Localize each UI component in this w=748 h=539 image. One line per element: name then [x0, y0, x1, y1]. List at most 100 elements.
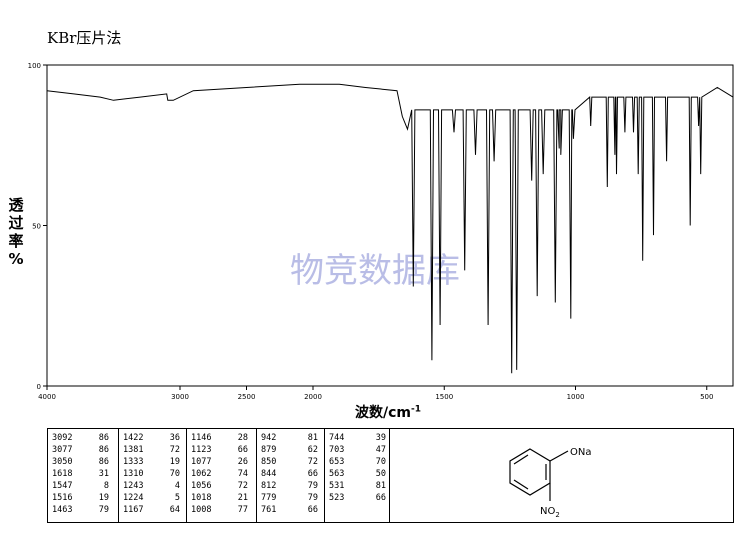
peak-table-row: 563 50 — [329, 468, 389, 480]
peak-table-row: 1018 21 — [191, 492, 256, 504]
peak-transmittance: 86 — [98, 433, 109, 443]
benzene-ring — [509, 448, 551, 496]
ring-bond-inner-3 — [513, 479, 529, 490]
ona-bond — [549, 450, 569, 462]
peak-table-row: 1310 70 — [123, 468, 186, 480]
x-tick-label: 1000 — [567, 393, 585, 401]
peak-transmittance: 47 — [375, 445, 386, 455]
peak-wavenumber: 653 — [329, 457, 345, 467]
peak-table-row: 744 39 — [329, 432, 389, 444]
peak-table-column: 3092 86 3077 86 3050 86 1618 31 1547 8 1516 19 1463 7… — [48, 429, 119, 522]
plot-frame — [46, 64, 734, 387]
ona-label: ONa — [570, 447, 591, 458]
x-tick-label: 4000 — [38, 393, 56, 401]
peak-wavenumber: 761 — [261, 505, 277, 515]
peak-wavenumber: 3050 — [52, 457, 73, 467]
peak-table-row: 779 79 — [261, 492, 324, 504]
peak-wavenumber: 744 — [329, 433, 345, 443]
x-tick-label: 500 — [700, 393, 713, 401]
peak-transmittance: 72 — [237, 481, 248, 491]
peak-transmittance: 72 — [169, 445, 180, 455]
peak-transmittance: 81 — [375, 481, 386, 491]
peak-transmittance: 79 — [307, 481, 318, 491]
peak-table-row: 1547 8 — [52, 480, 118, 492]
peak-wavenumber: 1381 — [123, 445, 144, 455]
peak-wavenumber: 3077 — [52, 445, 73, 455]
peak-table-row: 523 66 — [329, 492, 389, 504]
peak-transmittance: 86 — [98, 445, 109, 455]
peak-table-row: 1224 5 — [123, 492, 186, 504]
peak-wavenumber: 1422 — [123, 433, 144, 443]
peak-table-row: 1381 72 — [123, 444, 186, 456]
peak-wavenumber: 812 — [261, 481, 277, 491]
peak-wavenumber: 1463 — [52, 505, 73, 515]
peak-wavenumber: 879 — [261, 445, 277, 455]
x-tick-label: 2500 — [238, 393, 256, 401]
peak-table-column: 1422 36 1381 72 1333 19 1310 70 1243 4 1224 5 1167 64 — [119, 429, 187, 522]
x-axis-label: 波数/cm-1 — [355, 402, 421, 422]
peak-table-row: 531 81 — [329, 480, 389, 492]
peak-wavenumber: 1516 — [52, 493, 73, 503]
peak-wavenumber: 1056 — [191, 481, 212, 491]
peak-table-row: 703 47 — [329, 444, 389, 456]
peak-transmittance: 81 — [307, 433, 318, 443]
peak-table-row: 1123 66 — [191, 444, 256, 456]
peak-table-row: 1008 77 — [191, 504, 256, 516]
peak-wavenumber: 3092 — [52, 433, 73, 443]
peak-table-row: 879 62 — [261, 444, 324, 456]
peak-table-row: 812 79 — [261, 480, 324, 492]
watermark: 物竞数据库 — [290, 251, 460, 291]
peak-transmittance: 70 — [375, 457, 386, 467]
peak-table-row: 1167 64 — [123, 504, 186, 516]
peak-transmittance: 4 — [174, 481, 180, 491]
peak-wavenumber: 1333 — [123, 457, 144, 467]
peak-table-row: 850 72 — [261, 456, 324, 468]
peak-table-row: 1516 19 — [52, 492, 118, 504]
peak-table-row: 1243 4 — [123, 480, 186, 492]
peak-table-row: 1422 36 — [123, 432, 186, 444]
peak-wavenumber: 1062 — [191, 469, 212, 479]
peak-transmittance: 66 — [307, 505, 318, 515]
peak-wavenumber: 779 — [261, 493, 277, 503]
peak-wavenumber: 531 — [329, 481, 345, 491]
peak-transmittance: 70 — [169, 469, 180, 479]
structure-panel: ONa NO2 — [390, 428, 734, 523]
peak-wavenumber: 1018 — [191, 493, 212, 503]
peak-wavenumber: 1077 — [191, 457, 212, 467]
y-axis-label-text: 透过率 % — [8, 196, 24, 268]
peak-transmittance: 21 — [237, 493, 248, 503]
peak-transmittance: 39 — [375, 433, 386, 443]
peak-table-row: 761 66 — [261, 504, 324, 516]
peak-transmittance: 66 — [307, 469, 318, 479]
peak-transmittance: 72 — [307, 457, 318, 467]
x-axis-label-text: 波数/cm — [355, 405, 411, 421]
peak-table-row: 1333 19 — [123, 456, 186, 468]
peak-table-row: 3092 86 — [52, 432, 118, 444]
x-tick-label: 3000 — [171, 393, 189, 401]
peak-wavenumber: 1146 — [191, 433, 212, 443]
peak-table-row: 1077 26 — [191, 456, 256, 468]
peak-table-row: 653 70 — [329, 456, 389, 468]
peak-transmittance: 79 — [307, 493, 318, 503]
peak-transmittance: 31 — [98, 469, 109, 479]
nitro-label: NO2 — [540, 506, 560, 519]
peak-table-row: 3050 86 — [52, 456, 118, 468]
peak-transmittance: 26 — [237, 457, 248, 467]
peak-transmittance: 50 — [375, 469, 386, 479]
peak-table-row: 3077 86 — [52, 444, 118, 456]
peak-wavenumber: 850 — [261, 457, 277, 467]
x-tick-label: 1500 — [435, 393, 453, 401]
peak-table-row: 844 66 — [261, 468, 324, 480]
peak-table-column: 942 81 879 62 850 72 844 66 812 79 779 79 761 66 — [257, 429, 325, 522]
peak-transmittance: 77 — [237, 505, 248, 515]
peak-table-row: 1056 72 — [191, 480, 256, 492]
peak-table-row: 1463 79 — [52, 504, 118, 516]
nitro-label-main: NO — [540, 506, 555, 517]
peak-transmittance: 74 — [237, 469, 248, 479]
peak-transmittance: 66 — [237, 445, 248, 455]
y-tick-label: 50 — [32, 223, 41, 231]
peak-wavenumber: 1618 — [52, 469, 73, 479]
chart-title: KBr压片法 — [47, 29, 122, 47]
peak-wavenumber: 1167 — [123, 505, 144, 515]
peak-wavenumber: 703 — [329, 445, 345, 455]
